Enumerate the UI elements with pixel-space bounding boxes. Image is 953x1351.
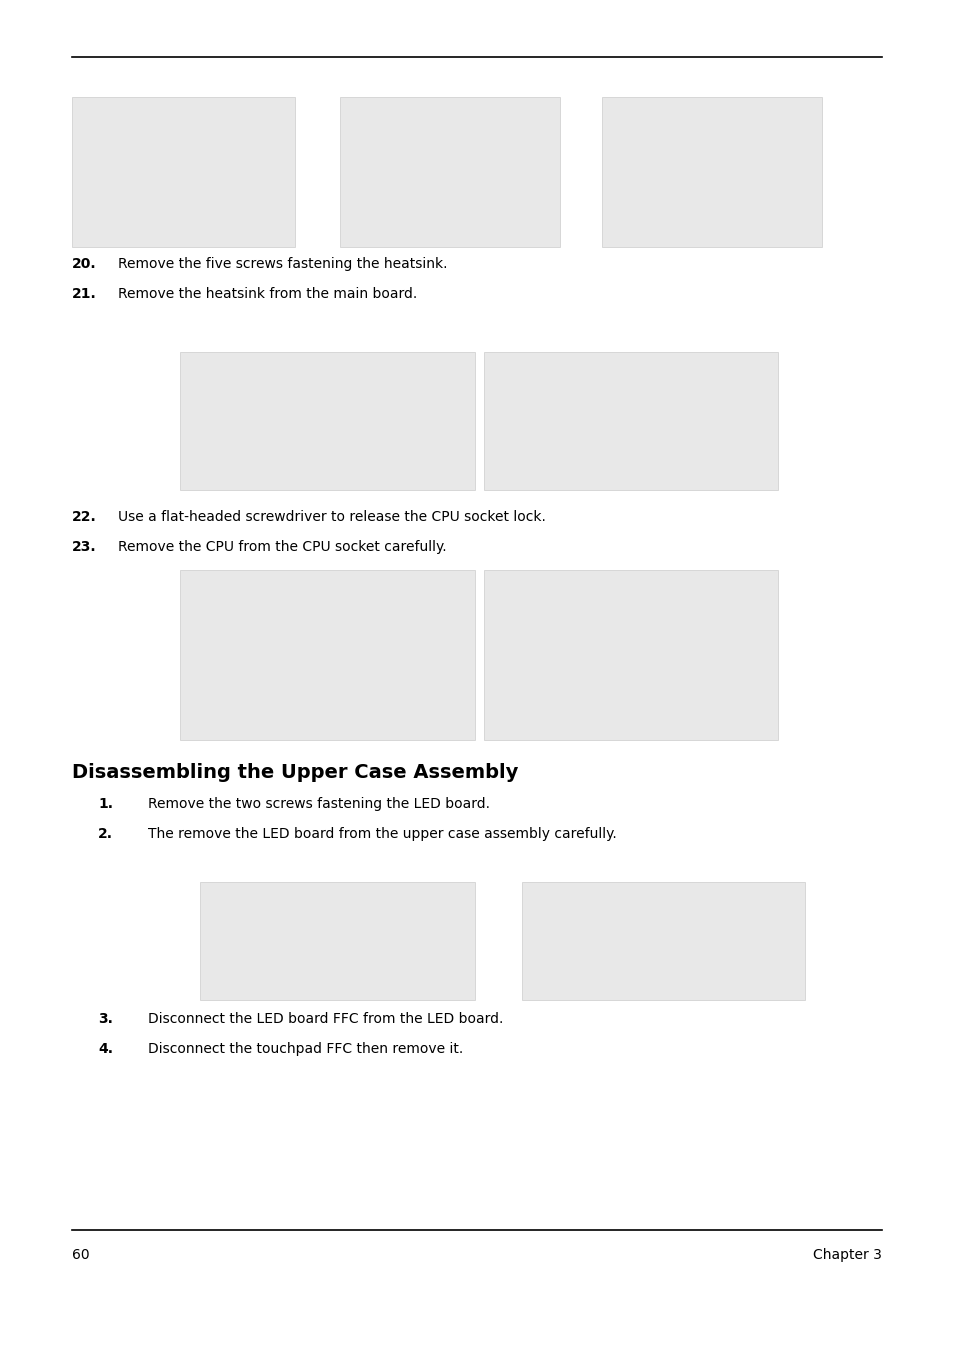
Text: Remove the heatsink from the main board.: Remove the heatsink from the main board. — [118, 286, 416, 301]
Bar — [483, 353, 778, 490]
Text: Disconnect the touchpad FFC then remove it.: Disconnect the touchpad FFC then remove … — [148, 1042, 463, 1056]
Text: 23.: 23. — [71, 540, 96, 554]
Text: Remove the two screws fastening the LED board.: Remove the two screws fastening the LED … — [148, 797, 490, 811]
Text: 4.: 4. — [98, 1042, 112, 1056]
Text: 60: 60 — [71, 1248, 90, 1262]
Text: 2.: 2. — [98, 827, 112, 842]
Text: The remove the LED board from the upper case assembly carefully.: The remove the LED board from the upper … — [148, 827, 616, 842]
Text: Disassembling the Upper Case Assembly: Disassembling the Upper Case Assembly — [71, 763, 517, 782]
Bar — [180, 353, 475, 490]
Bar — [71, 97, 294, 247]
Bar — [180, 570, 475, 740]
Text: 3.: 3. — [98, 1012, 112, 1025]
Text: 1.: 1. — [98, 797, 112, 811]
Text: 21.: 21. — [71, 286, 96, 301]
Bar — [521, 882, 804, 1000]
Text: Disconnect the LED board FFC from the LED board.: Disconnect the LED board FFC from the LE… — [148, 1012, 503, 1025]
Text: Remove the five screws fastening the heatsink.: Remove the five screws fastening the hea… — [118, 257, 447, 272]
Text: Use a flat-headed screwdriver to release the CPU socket lock.: Use a flat-headed screwdriver to release… — [118, 509, 545, 524]
Text: 22.: 22. — [71, 509, 96, 524]
Text: Chapter 3: Chapter 3 — [812, 1248, 882, 1262]
Bar — [601, 97, 821, 247]
Bar — [483, 570, 778, 740]
Bar — [339, 97, 559, 247]
Text: 20.: 20. — [71, 257, 96, 272]
Bar — [200, 882, 475, 1000]
Text: Remove the CPU from the CPU socket carefully.: Remove the CPU from the CPU socket caref… — [118, 540, 446, 554]
